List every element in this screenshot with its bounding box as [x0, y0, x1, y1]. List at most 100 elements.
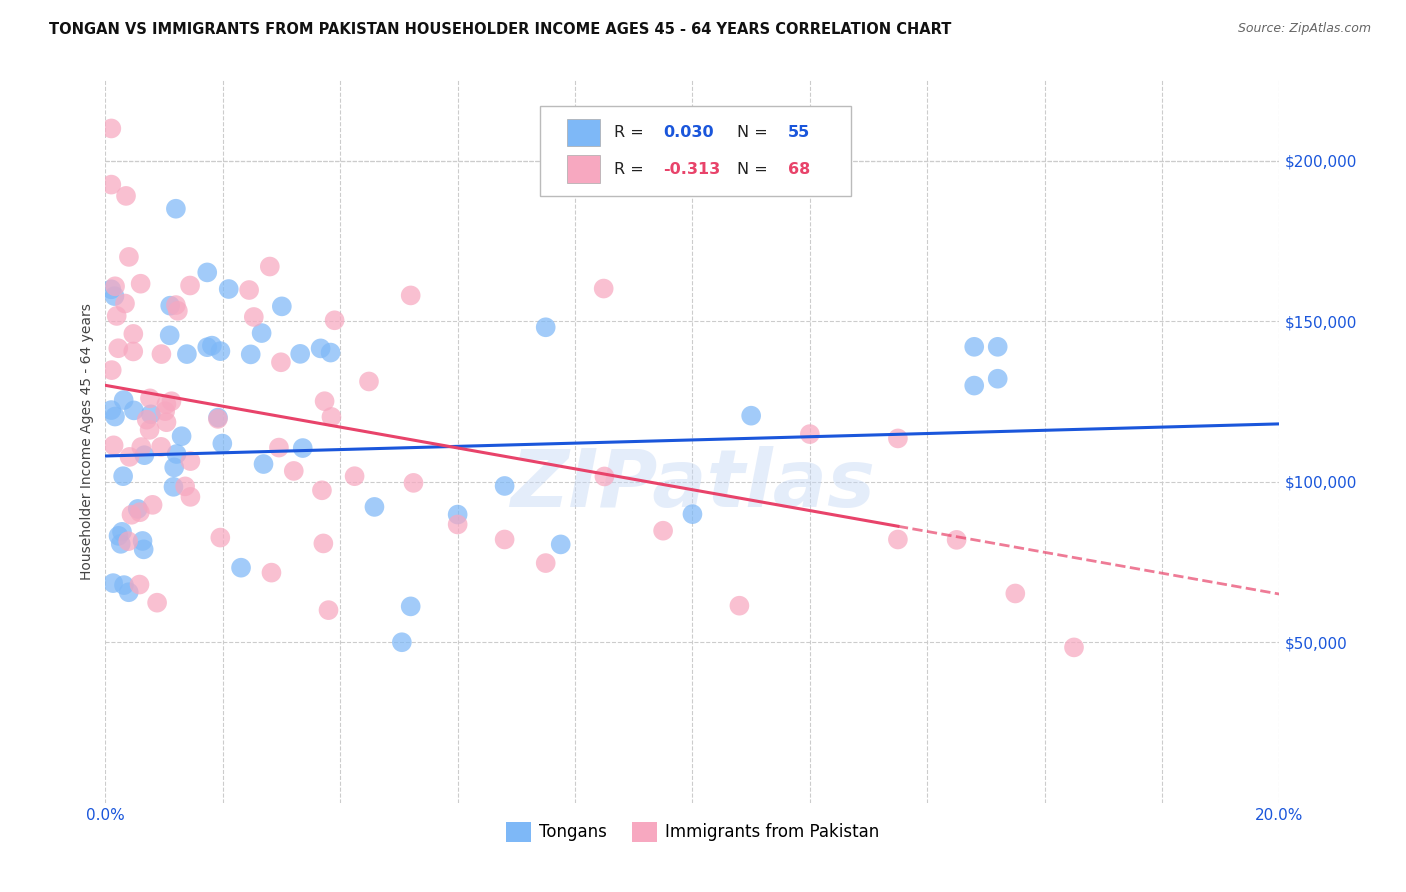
Point	[593, 469, 616, 483]
Point	[100, 178, 122, 192]
Point	[195, 265, 218, 279]
Point	[740, 409, 762, 423]
Text: -0.313: -0.313	[664, 161, 720, 177]
Point	[107, 341, 129, 355]
Point	[391, 635, 413, 649]
Text: N =: N =	[737, 161, 773, 177]
Point	[259, 260, 281, 274]
Point	[323, 313, 346, 327]
Point	[110, 537, 132, 551]
Point	[209, 344, 232, 359]
Point	[118, 250, 141, 264]
Point	[229, 560, 252, 574]
Point	[243, 310, 266, 324]
Point	[283, 464, 305, 478]
Text: R =: R =	[614, 161, 648, 177]
FancyBboxPatch shape	[567, 119, 600, 146]
Text: TONGAN VS IMMIGRANTS FROM PAKISTAN HOUSEHOLDER INCOME AGES 45 - 64 YEARS CORRELA: TONGAN VS IMMIGRANTS FROM PAKISTAN HOUSE…	[49, 22, 952, 37]
Point	[291, 441, 314, 455]
Point	[122, 344, 145, 359]
Point	[139, 392, 162, 406]
Point	[534, 556, 557, 570]
Point	[170, 429, 193, 443]
Text: 68: 68	[787, 161, 810, 177]
Point	[128, 505, 150, 519]
Point	[165, 202, 187, 216]
Point	[103, 289, 125, 303]
Point	[652, 524, 675, 538]
Point	[146, 596, 169, 610]
Point	[267, 441, 290, 455]
Point	[127, 502, 149, 516]
Text: Source: ZipAtlas.com: Source: ZipAtlas.com	[1237, 22, 1371, 36]
Point	[963, 378, 986, 392]
Text: 0.030: 0.030	[664, 125, 714, 140]
Point	[163, 460, 186, 475]
Point	[135, 413, 157, 427]
Point	[107, 529, 129, 543]
Point	[363, 500, 385, 514]
Point	[799, 427, 821, 442]
Point	[103, 438, 125, 452]
Point	[270, 299, 292, 313]
Text: R =: R =	[614, 125, 648, 140]
Point	[239, 347, 262, 361]
Point	[118, 585, 141, 599]
Point	[112, 469, 135, 483]
Point	[945, 533, 967, 547]
Point	[150, 347, 173, 361]
Point	[550, 537, 572, 551]
Point	[155, 397, 177, 411]
Point	[447, 517, 470, 532]
Point	[179, 278, 201, 293]
Point	[122, 326, 145, 341]
Point	[105, 309, 128, 323]
Point	[179, 454, 201, 468]
Point	[129, 277, 152, 291]
Point	[129, 440, 152, 454]
FancyBboxPatch shape	[567, 155, 600, 183]
Point	[155, 415, 177, 429]
Point	[319, 345, 342, 359]
Point	[887, 432, 910, 446]
Point	[309, 342, 332, 356]
Point	[238, 283, 260, 297]
Point	[153, 404, 176, 418]
Point	[447, 508, 470, 522]
Point	[195, 340, 218, 354]
Point	[402, 475, 425, 490]
Point	[534, 320, 557, 334]
Point	[357, 375, 380, 389]
Text: N =: N =	[737, 125, 773, 140]
Point	[218, 282, 240, 296]
Point	[728, 599, 751, 613]
Text: 55: 55	[787, 125, 810, 140]
Point	[134, 448, 156, 462]
Point	[399, 599, 422, 614]
Point	[166, 447, 188, 461]
Point	[104, 409, 127, 424]
Point	[101, 576, 124, 591]
Point	[260, 566, 283, 580]
Point	[100, 403, 122, 417]
Point	[115, 189, 138, 203]
Point	[963, 340, 986, 354]
Point	[131, 533, 153, 548]
Point	[250, 326, 273, 340]
Legend: Tongans, Immigrants from Pakistan: Tongans, Immigrants from Pakistan	[499, 815, 886, 848]
Point	[160, 394, 183, 409]
Point	[252, 457, 274, 471]
Point	[104, 279, 127, 293]
Point	[112, 392, 135, 407]
Point	[139, 407, 162, 421]
Point	[150, 440, 173, 454]
Point	[314, 394, 336, 409]
Point	[311, 483, 333, 498]
Point	[112, 578, 135, 592]
Point	[321, 409, 343, 424]
Point	[122, 403, 145, 417]
Point	[174, 479, 197, 493]
Text: ZIPatlas: ZIPatlas	[510, 446, 875, 524]
Point	[159, 328, 181, 343]
Point	[176, 347, 198, 361]
